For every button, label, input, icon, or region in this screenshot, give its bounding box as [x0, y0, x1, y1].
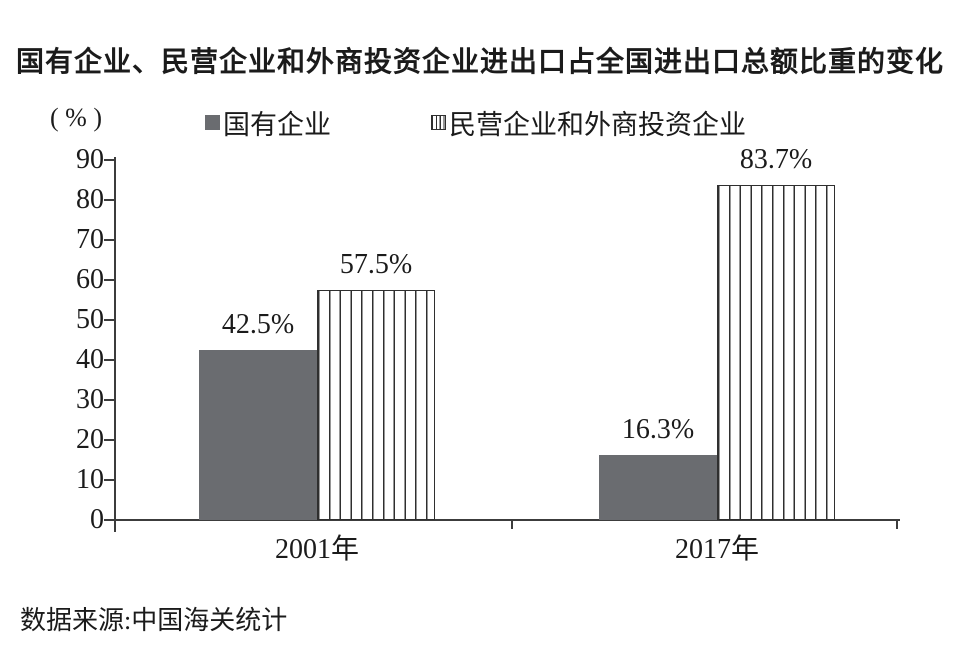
data-source-note: 数据来源:中国海关统计: [20, 606, 288, 635]
legend-label: 民营企业和外商投资企业: [449, 110, 746, 140]
bar-solid-2017年: [599, 454, 717, 520]
legend-item-soe: 国有企业: [205, 103, 331, 142]
bar-value-label: 57.5%: [339, 249, 413, 280]
y-axis-tick: [104, 519, 115, 521]
y-axis-line: [114, 157, 116, 532]
y-tick-label: 0: [90, 504, 104, 535]
x-category-label: 2017年: [674, 534, 759, 565]
y-tick-label: 10: [76, 464, 104, 495]
y-axis-tick: [104, 479, 115, 481]
y-tick-label: 40: [76, 344, 104, 375]
legend-label: 国有企业: [223, 110, 331, 140]
y-tick-label: 90: [76, 144, 104, 175]
y-axis-tick: [104, 239, 115, 241]
x-axis-tick: [896, 520, 898, 529]
y-axis-tick: [104, 319, 115, 321]
bar-solid-2001年: [199, 350, 317, 520]
bar-striped-2017年: [717, 185, 835, 520]
y-tick-label: 50: [76, 304, 104, 335]
y-axis-tick: [104, 359, 115, 361]
x-category-label: 2001年: [274, 534, 359, 565]
x-axis-tick: [114, 520, 116, 529]
y-tick-label: 30: [76, 384, 104, 415]
striped-swatch-icon: [431, 115, 446, 130]
bar-striped-2001年: [317, 290, 435, 520]
y-axis-tick: [104, 199, 115, 201]
y-axis-tick: [104, 439, 115, 441]
y-axis-tick: [104, 159, 115, 161]
y-axis-unit-label: ( % ): [50, 103, 102, 132]
y-tick-label: 20: [76, 424, 104, 455]
y-axis-tick: [104, 399, 115, 401]
chart-title: 国有企业、民营企业和外商投资企业进出口占全国进出口总额比重的变化: [15, 46, 944, 77]
bar-value-label: 83.7%: [739, 144, 813, 176]
solid-swatch-icon: [205, 115, 220, 130]
bar-value-label: 42.5%: [221, 309, 295, 340]
y-axis-tick: [104, 279, 115, 281]
legend-item-private-foreign: 民营企业和外商投资企业: [431, 103, 746, 142]
y-tick-label: 80: [76, 184, 104, 215]
y-tick-label: 60: [76, 264, 104, 295]
x-axis-line: [114, 519, 900, 521]
x-axis-tick: [511, 520, 513, 529]
y-tick-label: 70: [76, 224, 104, 255]
bar-value-label: 16.3%: [621, 413, 695, 445]
